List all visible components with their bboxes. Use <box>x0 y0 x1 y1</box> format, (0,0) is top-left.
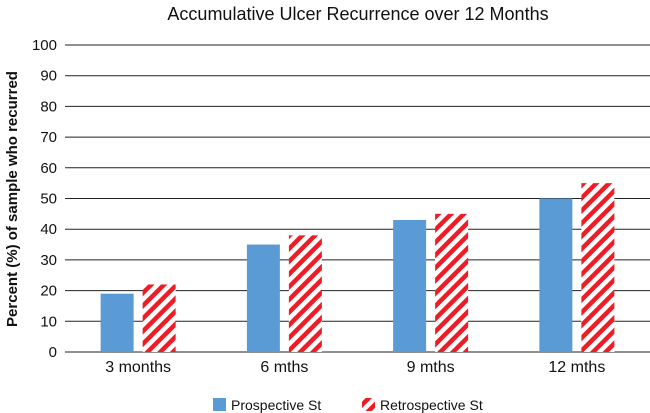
x-tick-labels: 3 months 6 mths 9 mths 12 mths <box>105 359 605 376</box>
y-tick-label: 70 <box>40 129 57 146</box>
legend-swatch <box>362 398 375 411</box>
legend-label: Retrospective St <box>380 397 483 413</box>
x-tick-label: 3 months <box>105 359 171 376</box>
y-tick-label: 100 <box>32 37 57 54</box>
legend: Prospective St Retrospective St <box>213 397 483 413</box>
y-tick-labels: 0 10 20 30 40 50 60 70 80 90 100 <box>32 37 57 361</box>
y-tick-label: 30 <box>40 252 57 269</box>
x-tick-label: 12 mths <box>548 359 605 376</box>
y-tick-label: 80 <box>40 98 57 115</box>
y-tick-label: 0 <box>49 344 57 361</box>
y-tick-label: 10 <box>40 313 57 330</box>
chart-title: Accumulative Ulcer Recurrence over 12 Mo… <box>167 4 548 24</box>
bar-retrospective <box>288 235 322 352</box>
legend-label: Prospective St <box>231 397 321 413</box>
bar-retrospective <box>581 183 615 352</box>
y-tick-label: 20 <box>40 283 57 300</box>
y-tick-label: 60 <box>40 160 57 177</box>
y-tick-label: 90 <box>40 68 57 85</box>
bar-prospective <box>393 219 427 352</box>
legend-swatch <box>213 398 226 411</box>
x-tick-label: 6 mths <box>260 359 308 376</box>
bar-prospective <box>539 198 573 352</box>
bar-prospective <box>100 293 134 352</box>
y-tick-label: 50 <box>40 191 57 208</box>
bar-prospective <box>246 244 280 352</box>
y-axis-label: Percent (%) of sample who recurred <box>4 71 21 327</box>
x-tick-label: 9 mths <box>407 359 455 376</box>
y-tick-label: 40 <box>40 221 57 238</box>
bar-retrospective <box>435 213 469 352</box>
bar-retrospective <box>142 284 176 352</box>
bars <box>100 183 615 352</box>
